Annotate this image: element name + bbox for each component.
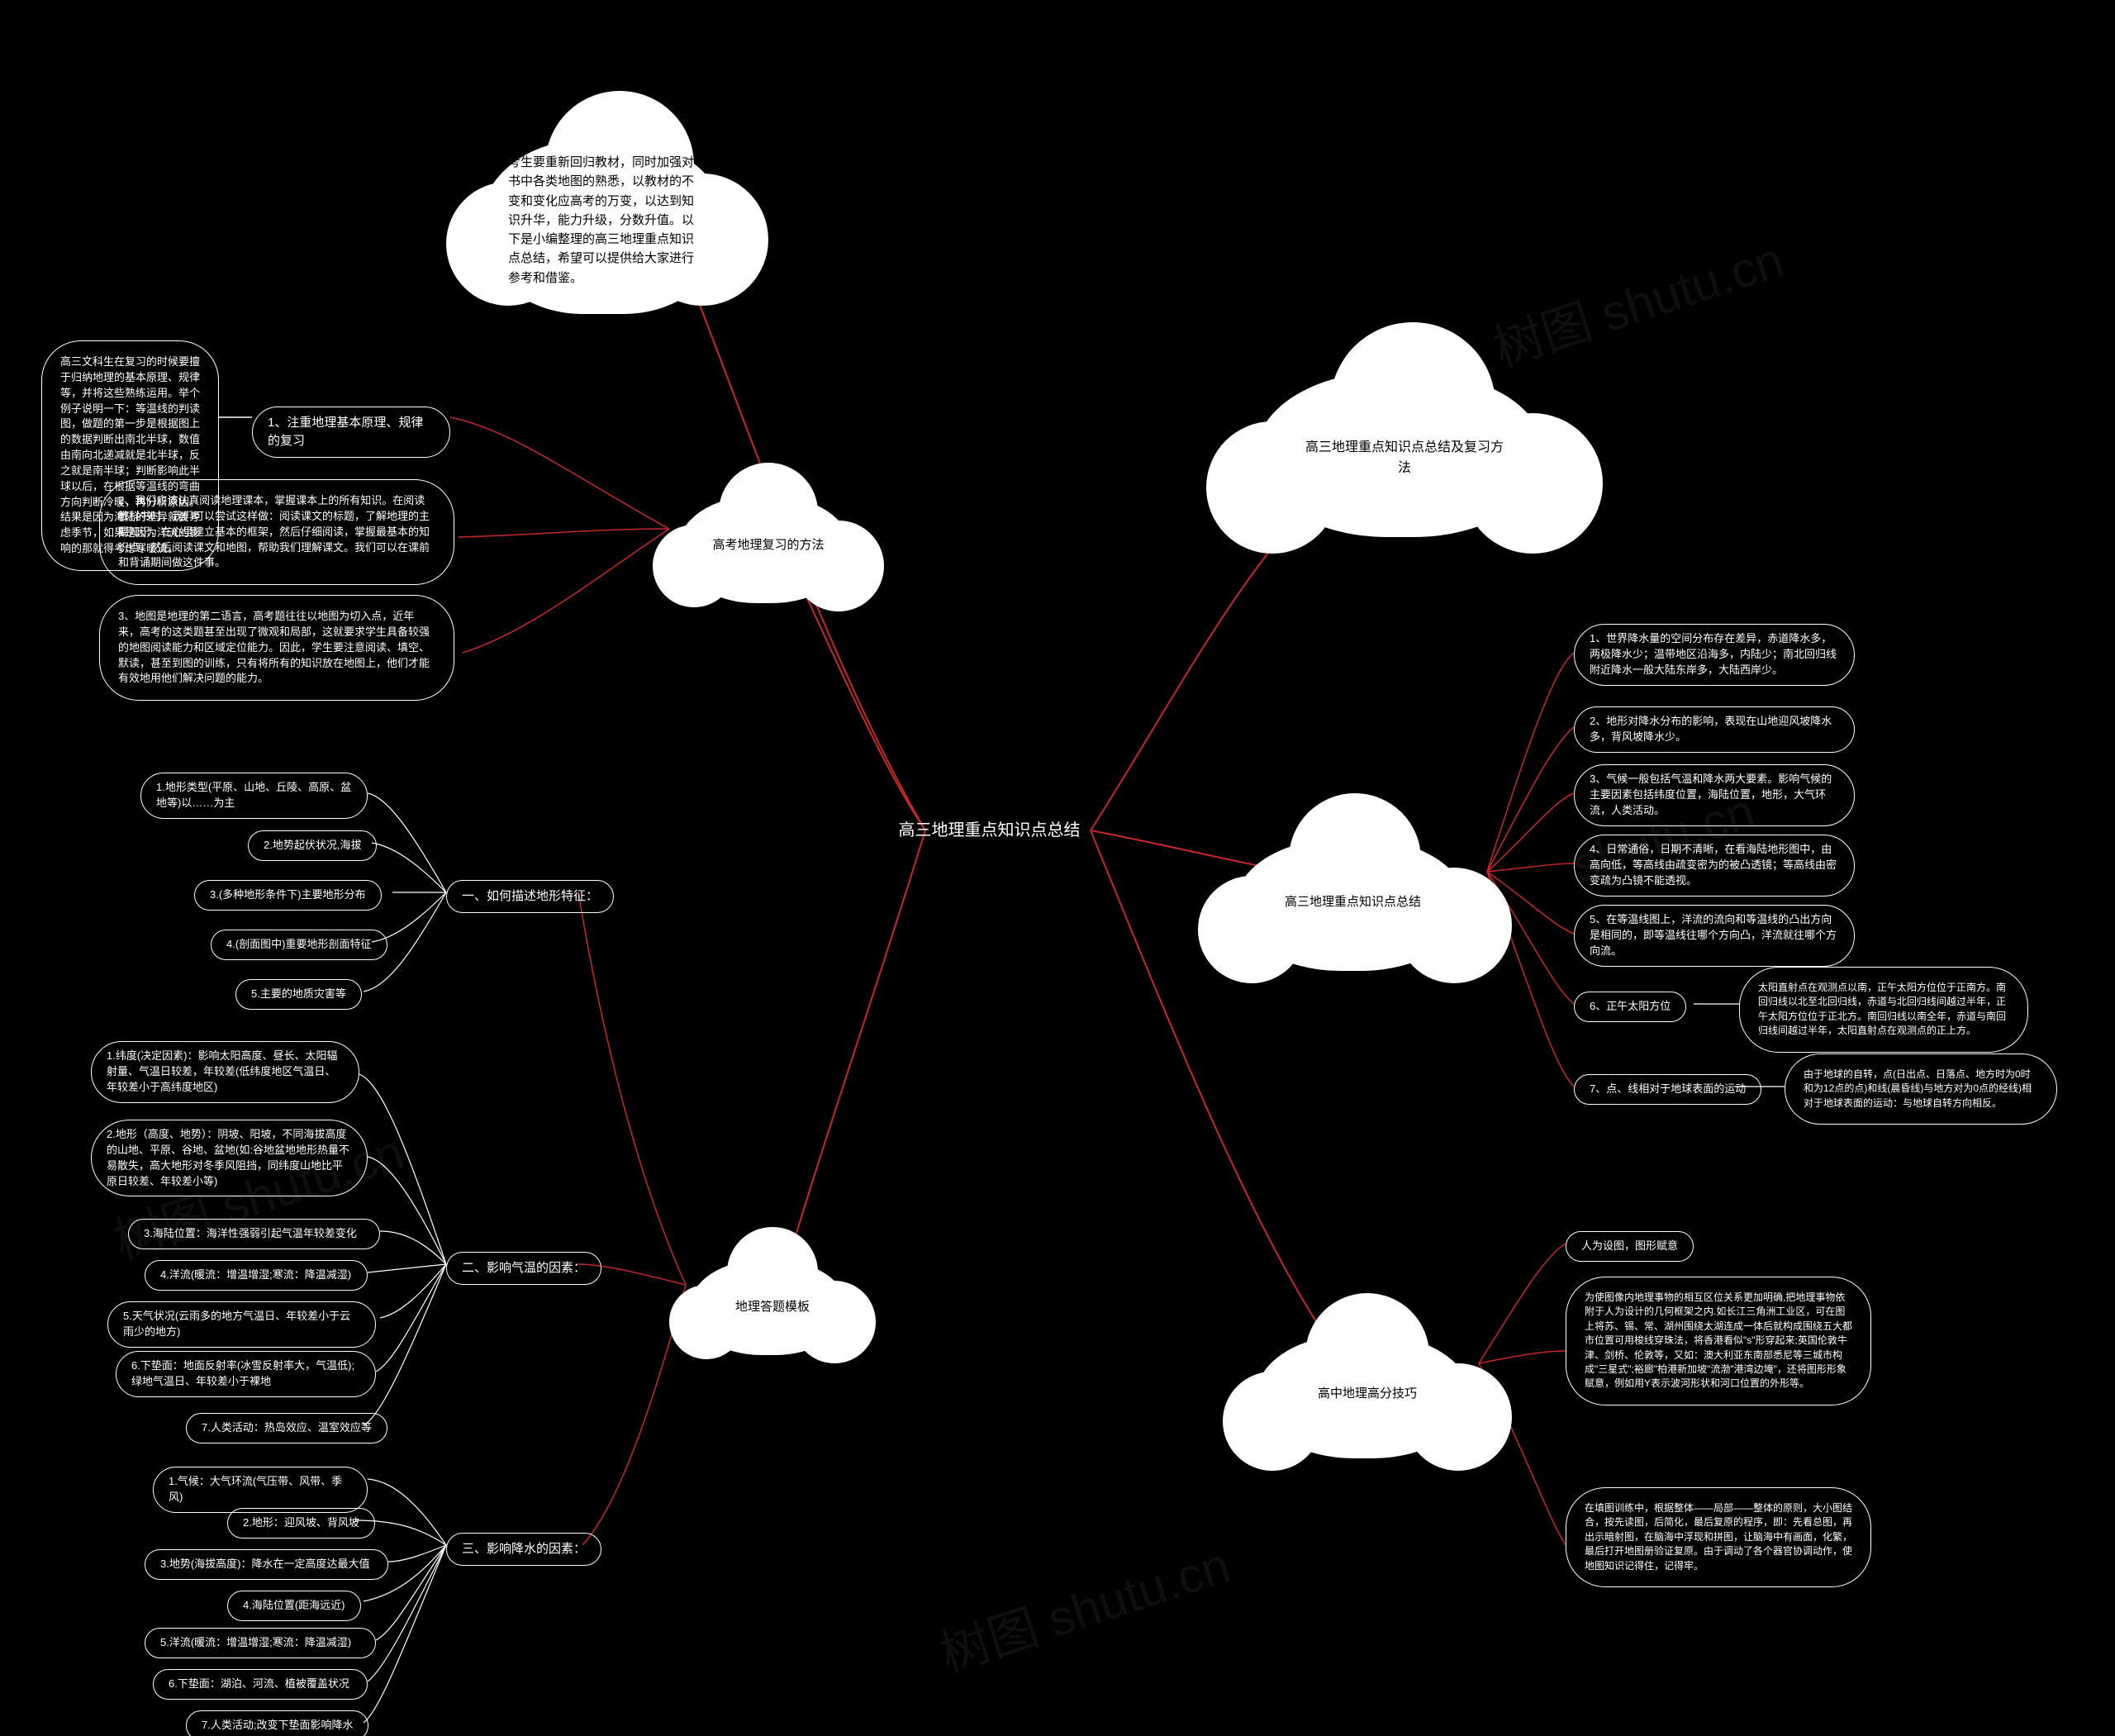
skill-leaf: 在填图训练中，根据整体——局部——整体的原则，大小图结合，按先读图，后简化，最后… [1566,1487,1871,1587]
skill-leaf: 人为设图，图形赋意 [1566,1231,1694,1262]
template-leaf: 4.洋流(暖流：增温增湿;寒流：降温减湿) [145,1260,368,1291]
cloud-intro: 考生要重新回归教材，同时加强对书中各类地图的熟悉，以教材的不变和变化应高考的万变… [446,58,752,331]
template-leaf: 2.地形（高度、地势）：阴坡、阳坡，不同海拔高度的山地、平原、谷地、盆地(如:谷… [91,1120,368,1196]
summary-leaf: 1、世界降水量的空间分布存在差异，赤道降水多，两极降水少；温带地区沿海多，内陆少… [1574,624,1855,686]
template-leaf: 1.地形类型(平原、山地、丘陵、高原、盆地等)以……为主 [140,773,368,819]
template-leaf: 1.纬度(决定因素)：影响太阳高度、昼长、太阳辐射量、气温日较差，年较差(低纬度… [91,1041,359,1103]
summary-sub-heading: 6、正午太阳方位 [1574,992,1686,1022]
cloud-skill: 高中地理高分技巧 [1223,1281,1512,1471]
summary-leaf: 5、在等温线图上，洋流的流向和等温线的凸出方向是相同的，即等温线往哪个方向凸，洋… [1574,905,1855,967]
cloud-summary: 高三地理重点知识点总结 [1198,777,1512,983]
summary-sub-heading: 7、点、线相对于地球表面的运动 [1574,1074,1761,1105]
cloud-template: 地理答题模板 [669,1215,876,1372]
template-leaf: 6.下垫面：地面反射率(冰雪反射率大，气温低);绿地气温日、年较差小于裸地 [116,1351,376,1397]
cloud-methods-label: 高考地理复习的方法 [698,535,839,554]
cloud-summary-label: 高三地理重点知识点总结 [1268,892,1438,911]
template-leaf: 4.海陆位置(距海远近) [227,1591,361,1621]
template-leaf: 4.(剖面图中)重要地形剖面特征 [211,930,387,960]
cloud-methods: 高考地理复习的方法 [653,446,884,620]
mindmap-stage: 树图 shutu.cn 树图 shutu.cn 树图 shutu.cn shut… [0,0,2115,1736]
template-leaf: 1.气候：大气环流(气压带、风带、季风) [153,1467,368,1513]
template-leaf: 3.(多种地形条件下)主要地形分布 [194,880,382,911]
center-topic: 高三地理重点知识点总结 [892,818,1086,843]
template-branch-heading: 一、如何描述地形特征： [446,880,614,913]
template-leaf: 2.地势起伏状况,海拔 [248,830,377,861]
summary-sub-detail: 由于地球的自转，点(日出点、日落点、地方时为0时和为12点的点)和线(晨昏线)与… [1785,1053,2057,1125]
methods-item-detail: 3、地图是地理的第二语言，高考题往往以地图为切入点，近年来，高考的这类题甚至出现… [99,595,454,701]
watermark: 树图 shutu.cn [929,1525,1238,1686]
cloud-skill-label: 高中地理高分技巧 [1293,1384,1442,1403]
summary-sub-detail: 太阳直射点在观测点以南，正午太阳方位位于正南方。南回归线以北至北回归线，赤道与北… [1739,967,2028,1053]
cloud-strategy-label: 高三地理重点知识点总结及复习方法 [1301,438,1508,479]
template-leaf: 5.天气状况(云雨多的地方气温日、年较差小于云雨少的地方) [107,1301,376,1348]
template-leaf: 7.人类活动;改变下垫面影响降水 [186,1710,368,1736]
template-leaf: 5.主要的地质灾害等 [235,979,362,1010]
template-leaf: 6.下垫面：湖泊、河流、植被覆盖状况 [153,1669,368,1700]
template-leaf: 3.地势(海拔高度)：降水在一定高度达最大值 [145,1549,388,1580]
cloud-strategy: 高三地理重点知识点总结及复习方法 [1206,297,1603,554]
methods-item-heading: 1、注重地理基本原理、规律的复习 [252,407,450,458]
template-branch-heading: 二、影响气温的因素： [446,1252,601,1285]
cloud-intro-text: 考生要重新回归教材，同时加强对书中各类地图的熟悉，以教材的不变和变化应高考的万变… [508,153,698,288]
summary-leaf: 2、地形对降水分布的影响，表现在山地迎风坡降水多，背风坡降水少。 [1574,706,1855,753]
skill-leaf: 为使图像内地理事物的相互区位关系更加明确,把地理事物依附于人为设计的几何框架之内… [1566,1277,1871,1405]
template-leaf: 5.洋流(暖流：增温增湿;寒流：降温减湿) [145,1628,376,1658]
template-branch-heading: 三、影响降水的因素： [446,1533,601,1566]
template-leaf: 2.地形：迎风坡、背风坡 [227,1508,375,1539]
cloud-template-label: 地理答题模板 [715,1297,830,1316]
summary-leaf: 3、气候一般包括气温和降水两大要素。影响气候的主要因素包括纬度位置，海陆位置，地… [1574,764,1855,826]
template-leaf: 7.人类活动：热岛效应、温室效应等 [186,1413,387,1443]
methods-item-detail: 2、我们应该认真阅读地理课本，掌握课本上的所有知识。在阅读教科书时，我们可以尝试… [99,479,454,585]
template-leaf: 3.海陆位置：海洋性强弱引起气温年较差变化 [128,1219,380,1249]
summary-leaf: 4、日常通俗，日期不清晰，在看海陆地形图中，由高向低，等高线由疏变密为的被凸透镜… [1574,835,1855,897]
